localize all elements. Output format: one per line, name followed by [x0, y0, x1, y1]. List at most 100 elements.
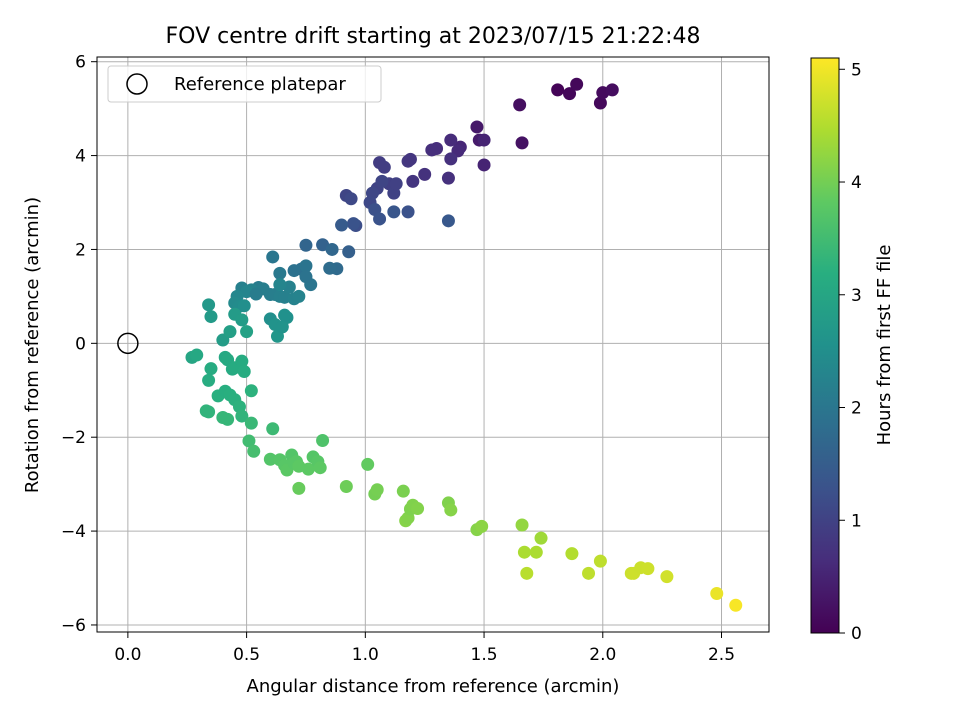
data-point — [444, 503, 458, 517]
data-point — [335, 218, 349, 232]
data-point — [444, 133, 458, 147]
x-tick-label: 2.5 — [708, 645, 735, 665]
data-point — [513, 98, 527, 112]
data-point — [202, 298, 216, 312]
data-point — [292, 459, 306, 473]
data-point — [373, 212, 387, 226]
data-point — [266, 250, 280, 264]
data-point — [377, 160, 391, 174]
data-point — [389, 177, 403, 191]
data-point — [517, 545, 531, 559]
x-tick-label: 2.0 — [589, 645, 616, 665]
data-point — [325, 242, 339, 256]
data-point — [299, 238, 313, 252]
data-point — [593, 554, 607, 568]
data-point — [520, 566, 534, 580]
data-point — [249, 287, 263, 301]
data-point — [299, 270, 313, 284]
data-point — [425, 143, 439, 157]
data-point — [237, 299, 251, 313]
data-point — [221, 412, 235, 426]
y-tick-label: 4 — [75, 147, 86, 167]
data-point — [477, 158, 491, 172]
data-point — [470, 120, 484, 134]
data-point — [529, 545, 543, 559]
data-point — [223, 325, 237, 339]
plot-frame — [96, 56, 770, 633]
y-tick-label: 6 — [75, 53, 86, 73]
y-tick-label: −6 — [61, 616, 86, 636]
colorbar-tick-label: 0 — [851, 624, 862, 644]
data-point — [292, 481, 306, 495]
data-point — [370, 483, 384, 497]
data-point — [278, 290, 292, 304]
data-point — [244, 416, 258, 430]
colorbar-tick-label: 2 — [851, 399, 862, 419]
data-point — [323, 261, 337, 275]
x-tick-label: 1.0 — [352, 645, 379, 665]
data-point — [551, 83, 565, 97]
data-point — [729, 598, 743, 612]
data-points — [117, 77, 743, 612]
data-point — [418, 167, 432, 181]
data-point — [344, 192, 358, 206]
y-axis-label: Rotation from reference (arcmin) — [22, 197, 43, 493]
data-point — [641, 562, 655, 576]
colorbar-tick-label: 4 — [851, 173, 862, 193]
data-point — [240, 325, 254, 339]
legend-marker-reference — [126, 73, 148, 95]
data-point — [202, 405, 216, 419]
data-point — [570, 77, 584, 91]
y-tick-label: −2 — [61, 428, 86, 448]
data-point — [204, 362, 218, 376]
data-point — [387, 205, 401, 219]
colorbar-gradient — [810, 57, 840, 634]
data-point — [313, 461, 327, 475]
data-point — [242, 434, 256, 448]
legend: Reference platepar — [107, 65, 382, 103]
data-point — [475, 519, 489, 533]
data-point — [582, 566, 596, 580]
data-point — [266, 422, 280, 436]
data-point — [401, 205, 415, 219]
colorbar-tick-label: 1 — [851, 511, 862, 531]
data-point — [515, 136, 529, 150]
data-point — [287, 264, 301, 278]
data-point — [361, 457, 375, 471]
colorbar: 0 1 2 3 4 5 Hours from first FF file — [810, 57, 895, 644]
x-tick-label: 1.5 — [471, 645, 498, 665]
x-tick-label: 0.0 — [114, 645, 141, 665]
data-point — [235, 354, 249, 368]
data-point — [202, 373, 216, 387]
data-point — [565, 547, 579, 561]
data-point — [441, 214, 455, 228]
data-point — [244, 384, 258, 398]
data-point — [316, 433, 330, 447]
data-point — [375, 174, 389, 188]
data-point — [346, 217, 360, 231]
x-axis-label: Angular distance from reference (arcmin) — [247, 676, 620, 697]
x-tick-label: 0.5 — [233, 645, 260, 665]
y-tick-label: 0 — [75, 334, 86, 354]
y-tick-label: 2 — [75, 240, 86, 260]
data-point — [299, 259, 313, 273]
data-point — [235, 313, 249, 327]
data-point — [477, 133, 491, 147]
data-point — [406, 174, 420, 188]
data-point — [190, 348, 204, 362]
colorbar-tick-label: 5 — [851, 60, 862, 80]
chart-title: FOV centre drift starting at 2023/07/15 … — [166, 24, 701, 49]
data-point — [660, 570, 674, 584]
data-point — [275, 320, 289, 334]
data-point — [710, 587, 724, 601]
reference-platepar-marker — [117, 332, 139, 355]
data-point — [292, 289, 306, 303]
data-point — [441, 171, 455, 185]
data-point — [204, 310, 218, 324]
x-axis-ticks: 0.0 0.5 1.0 1.5 2.0 2.5 — [114, 632, 735, 665]
y-axis-ticks: −6 −4 −2 0 2 4 6 — [61, 53, 97, 636]
data-point — [444, 152, 458, 166]
colorbar-tick-label: 3 — [851, 286, 862, 306]
data-point — [237, 364, 251, 378]
